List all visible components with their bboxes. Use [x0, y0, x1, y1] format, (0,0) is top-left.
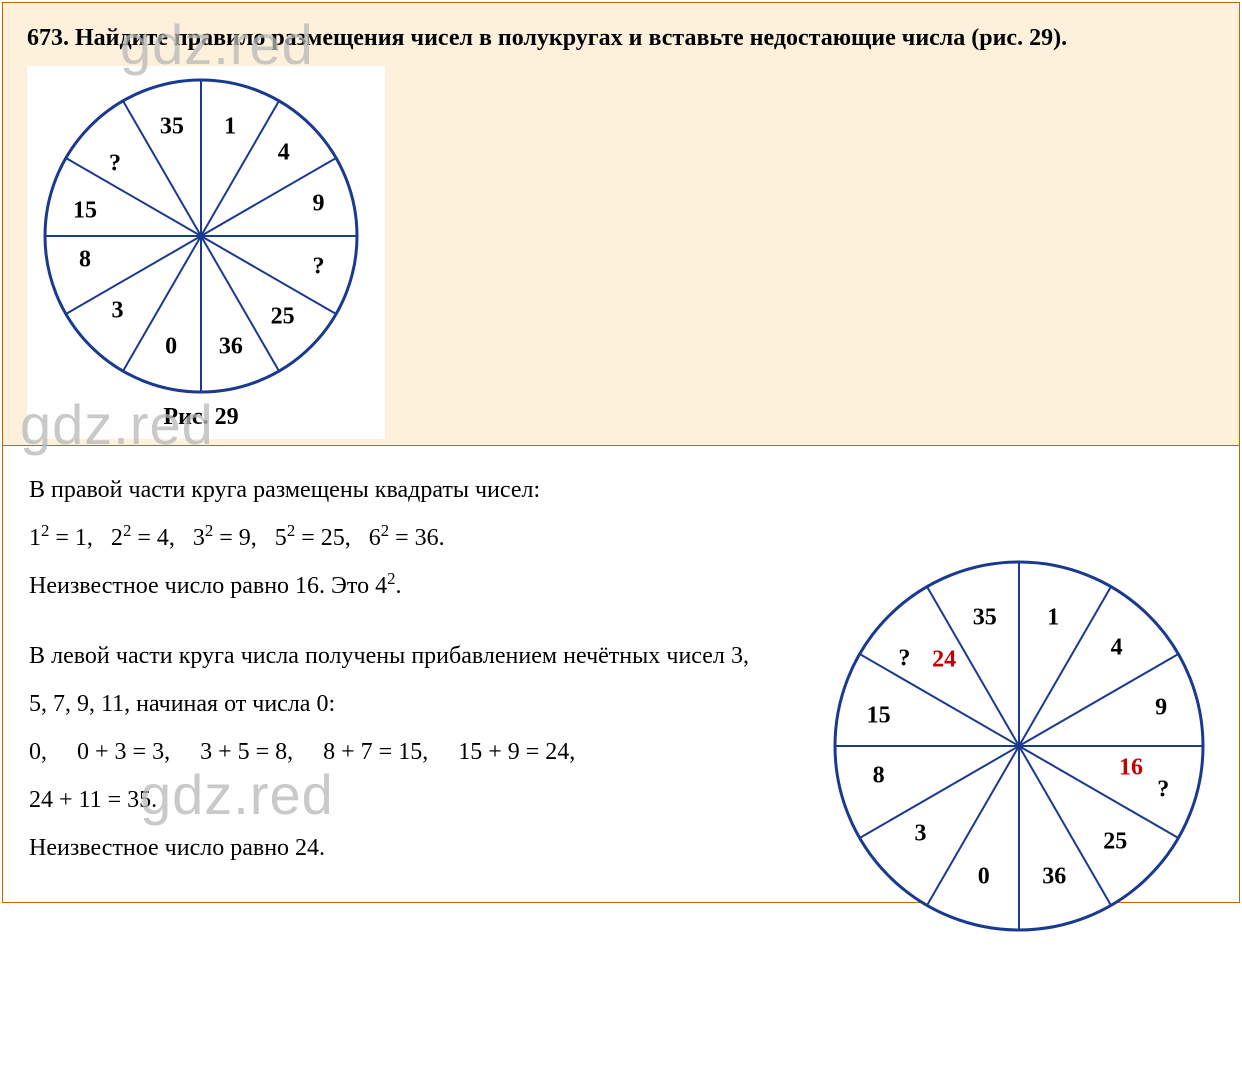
sector-label: 8	[79, 247, 91, 274]
sector-label: 9	[1155, 694, 1167, 721]
sector-label: 25	[1103, 829, 1127, 856]
sol-left-calc2: 24 + 11 = 35.	[29, 776, 749, 824]
solution-section: В правой части круга размещены квадраты …	[3, 446, 1239, 902]
sector-label: ?	[313, 254, 325, 281]
sector-label: 3	[112, 297, 124, 324]
sector-label: 35	[973, 604, 997, 631]
sector-label: 36	[219, 334, 243, 361]
problem-body: Найдите правило размещения чисел в полук…	[75, 25, 1067, 51]
sector-label: 0	[978, 864, 990, 891]
sector-label: 4	[278, 140, 290, 167]
sector-label: 3	[915, 821, 927, 848]
sector-label: ?	[898, 646, 910, 673]
solution-figure-box: 35 1? 24 4 15 9 8 16? 3 25 0 36	[829, 556, 1209, 936]
sector-label: 1	[1047, 604, 1059, 631]
sector-label: ?	[109, 150, 121, 177]
sector-label: 35	[160, 114, 184, 141]
circle-svg	[829, 556, 1209, 936]
page-container: 673. Найдите правило размещения чисел в …	[2, 2, 1240, 903]
sector-label: 15	[867, 702, 891, 729]
figure-caption: Рис. 29	[39, 404, 363, 431]
sector-label: 9	[313, 191, 325, 218]
sector-label: 8	[873, 762, 885, 789]
spacer	[29, 610, 749, 632]
sector-label: 1	[224, 114, 236, 141]
problem-statement: 673. Найдите правило размещения чисел в …	[27, 21, 1215, 56]
circle-svg	[39, 74, 363, 398]
sol-right-intro: В правой части круга размещены квадраты …	[29, 466, 1213, 514]
sector-label: 15	[73, 198, 97, 225]
sector-label: 36	[1042, 864, 1066, 891]
circle-chart-solution: 35 1? 24 4 15 9 8 16? 3 25 0 36	[829, 556, 1209, 936]
sol-squares-line: 12 = 1, 22 = 4, 32 = 9, 52 = 25, 62 = 36…	[29, 514, 1213, 562]
circle-chart-problem: 35 1? 4 15 9 8? 3 25 0 36	[39, 74, 363, 398]
sector-label: ?	[1157, 776, 1169, 803]
sector-label: 25	[271, 304, 295, 331]
problem-figure-box: 35 1? 4 15 9 8? 3 25 0 36 Рис. 29	[27, 66, 385, 439]
sol-left-answer: Неизвестное число равно 24.	[29, 824, 749, 872]
problem-section: 673. Найдите правило размещения чисел в …	[3, 3, 1239, 446]
sector-answer-label: 24	[932, 646, 956, 673]
sector-label: 4	[1111, 635, 1123, 662]
sector-answer-label: 16	[1119, 754, 1143, 781]
sol-left-intro: В левой части круга числа получены приба…	[29, 632, 749, 728]
problem-number: 673.	[27, 25, 69, 51]
sector-label: 0	[165, 334, 177, 361]
sol-right-answer: Неизвестное число равно 16. Это 42.	[29, 562, 749, 610]
sol-left-calc: 0, 0 + 3 = 3, 3 + 5 = 8, 8 + 7 = 15, 15 …	[29, 728, 749, 776]
